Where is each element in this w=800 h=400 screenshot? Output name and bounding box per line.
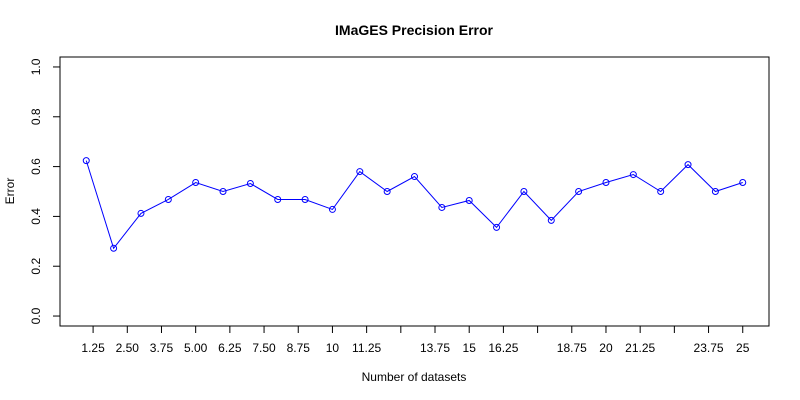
data-point: [602, 179, 610, 187]
data-point: [711, 188, 719, 195]
x-tick-label: 10: [326, 341, 340, 355]
data-point: [219, 188, 227, 195]
data-point: [301, 195, 309, 203]
x-tick-label: 23.75: [694, 341, 724, 355]
data-point: [629, 171, 637, 179]
data-point: [493, 223, 501, 231]
data-point: [82, 157, 90, 165]
y-tick-label: 0.6: [29, 158, 43, 175]
data-point: [657, 188, 665, 195]
data-point: [328, 205, 336, 213]
data-point: [575, 188, 583, 195]
data-point: [547, 216, 555, 224]
data-point: [438, 203, 446, 211]
y-tick-label: 0.8: [29, 108, 43, 125]
y-tick-label: 0.2: [29, 258, 43, 275]
x-tick-label: 21.25: [625, 341, 655, 355]
x-tick-label: 3.75: [150, 341, 174, 355]
data-point: [164, 195, 172, 203]
data-point: [274, 195, 282, 203]
y-tick-label: 1.0: [29, 58, 43, 75]
data-point: [246, 180, 254, 188]
y-tick-label: 0.0: [29, 307, 43, 324]
x-tick-label: 7.50: [252, 341, 276, 355]
data-point: [110, 244, 118, 252]
x-tick-label: 1.25: [81, 341, 105, 355]
y-tick-label: 0.4: [29, 208, 43, 225]
chart-title: IMaGES Precision Error: [335, 22, 493, 38]
x-tick-label: 15: [463, 341, 477, 355]
x-tick-label: 11.25: [352, 341, 381, 355]
x-tick-label: 13.75: [420, 341, 450, 355]
data-point: [739, 179, 747, 187]
x-tick-label: 2.50: [116, 341, 140, 355]
y-axis-label: Error: [3, 178, 17, 205]
data-point: [383, 188, 391, 195]
data-line: [85, 160, 743, 250]
data-point: [465, 196, 473, 204]
x-tick-label: 20: [599, 341, 613, 355]
data-point: [520, 188, 528, 195]
data-point: [411, 173, 418, 181]
data-point: [356, 168, 364, 176]
data-point: [684, 161, 692, 169]
x-tick-label: 16.25: [488, 341, 518, 355]
x-tick-label: 8.75: [287, 341, 311, 355]
x-axis-label: Number of datasets: [362, 370, 467, 384]
data-point: [192, 179, 200, 187]
x-tick-label: 6.25: [218, 341, 242, 355]
x-tick-label: 25: [736, 341, 750, 355]
data-point: [137, 209, 145, 217]
x-tick-label: 5.00: [184, 341, 208, 355]
x-tick-label: 18.75: [557, 341, 587, 355]
